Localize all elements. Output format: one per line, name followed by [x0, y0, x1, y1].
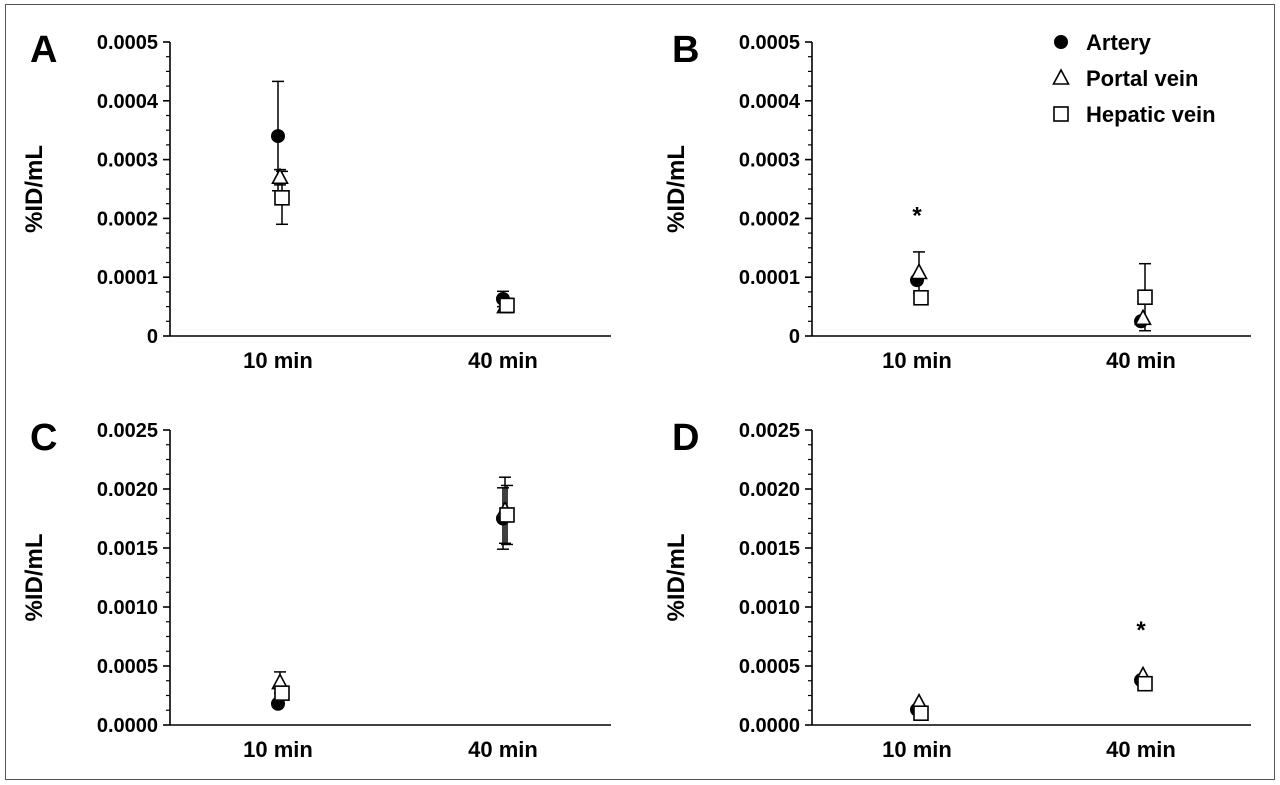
x-tick-label: 40 min [468, 737, 538, 762]
x-tick-label: 10 min [243, 737, 313, 762]
y-tick-label: 0.0000 [739, 715, 800, 737]
point-portal-vein [271, 167, 289, 185]
x-tick-label: 40 min [1106, 348, 1176, 373]
y-tick-label: 0 [789, 326, 800, 348]
y-tick-label: 0.0015 [97, 538, 158, 560]
x-tick-label: 10 min [882, 348, 952, 373]
panel-label: D [672, 417, 699, 459]
y-tick-label: 0.0001 [739, 267, 800, 289]
y-tick-label: 0.0025 [97, 420, 158, 442]
point-hepatic-vein [913, 705, 929, 722]
y-tick-label: 0.0001 [97, 267, 158, 289]
significance-mark: * [1136, 617, 1146, 644]
y-tick-label: 0 [147, 326, 158, 348]
legend-marker [1053, 106, 1069, 122]
panel-d: D 0.0000 0.0005 0.0010 0.0015 0.0020 0.0025 %ID… [663, 417, 1251, 762]
y-tick-label: 0.0003 [739, 150, 800, 172]
y-axis-title: %ID/mL [21, 145, 48, 233]
significance-mark: * [912, 203, 922, 230]
panel-a: A 0 0.0001 0.0002 0.0003 0.0004 0.0005 %ID/mL 10… [21, 29, 611, 373]
y-tick-label: 0.0004 [97, 91, 159, 113]
y-tick-label: 0.0010 [97, 597, 158, 619]
legend-label: Portal vein [1086, 66, 1198, 91]
point-portal-vein [910, 262, 928, 280]
y-tick-label: 0.0003 [97, 150, 158, 172]
y-tick-label: 0.0025 [739, 420, 800, 442]
x-tick-label: 40 min [1106, 737, 1176, 762]
y-tick-label: 0.0002 [97, 208, 158, 230]
point-portal-vein [1134, 308, 1152, 326]
y-tick-label: 0.0005 [739, 656, 800, 678]
y-tick-label: 0.0010 [739, 597, 800, 619]
legend-marker [1052, 68, 1070, 85]
legend-label: Hepatic vein [1086, 102, 1216, 127]
y-axis-title: %ID/mL [663, 533, 690, 621]
legend-label: Artery [1086, 30, 1152, 55]
point-hepatic-vein [499, 297, 515, 314]
legend: Artery Portal vein Hepatic vein [1052, 30, 1216, 127]
panel-label: C [30, 417, 57, 459]
y-axis-title: %ID/mL [21, 533, 48, 621]
x-tick-label: 10 min [882, 737, 952, 762]
panel-c: C 0.0000 0.0005 0.0010 0.0015 0.0020 0.0025 %ID… [21, 417, 611, 762]
y-tick-label: 0.0000 [97, 715, 158, 737]
y-axis-title: %ID/mL [663, 145, 690, 233]
point-hepatic-vein [274, 685, 290, 701]
x-tick-label: 40 min [468, 348, 538, 373]
point-hepatic-vein [1137, 289, 1153, 305]
point-hepatic-vein [913, 289, 929, 306]
panel-label: B [672, 29, 699, 71]
legend-marker [1054, 35, 1068, 49]
y-tick-label: 0.0005 [97, 656, 158, 678]
point-hepatic-vein [274, 190, 290, 206]
y-tick-label: 0.0005 [739, 32, 800, 54]
point-hepatic-vein [499, 507, 515, 523]
y-tick-label: 0.0015 [739, 538, 800, 560]
x-tick-label: 10 min [243, 348, 313, 373]
y-tick-label: 0.0020 [97, 479, 158, 501]
panel-label: A [30, 29, 57, 71]
point-artery [271, 129, 285, 144]
y-tick-label: 0.0020 [739, 479, 800, 501]
y-tick-label: 0.0005 [97, 32, 158, 54]
figure: A 0 0.0001 0.0002 0.0003 0.0004 0.0005 %ID/mL 10… [5, 4, 1275, 780]
panel-b: B 0 0.0001 0.0002 0.0003 0.0004 0.0005 %ID/mL 10… [663, 29, 1251, 373]
y-tick-label: 0.0004 [739, 91, 801, 113]
chart-figure: A 0 0.0001 0.0002 0.0003 0.0004 0.0005 %ID/mL 10… [21, 29, 1251, 762]
y-tick-label: 0.0002 [739, 208, 800, 230]
point-hepatic-vein [1137, 675, 1153, 692]
